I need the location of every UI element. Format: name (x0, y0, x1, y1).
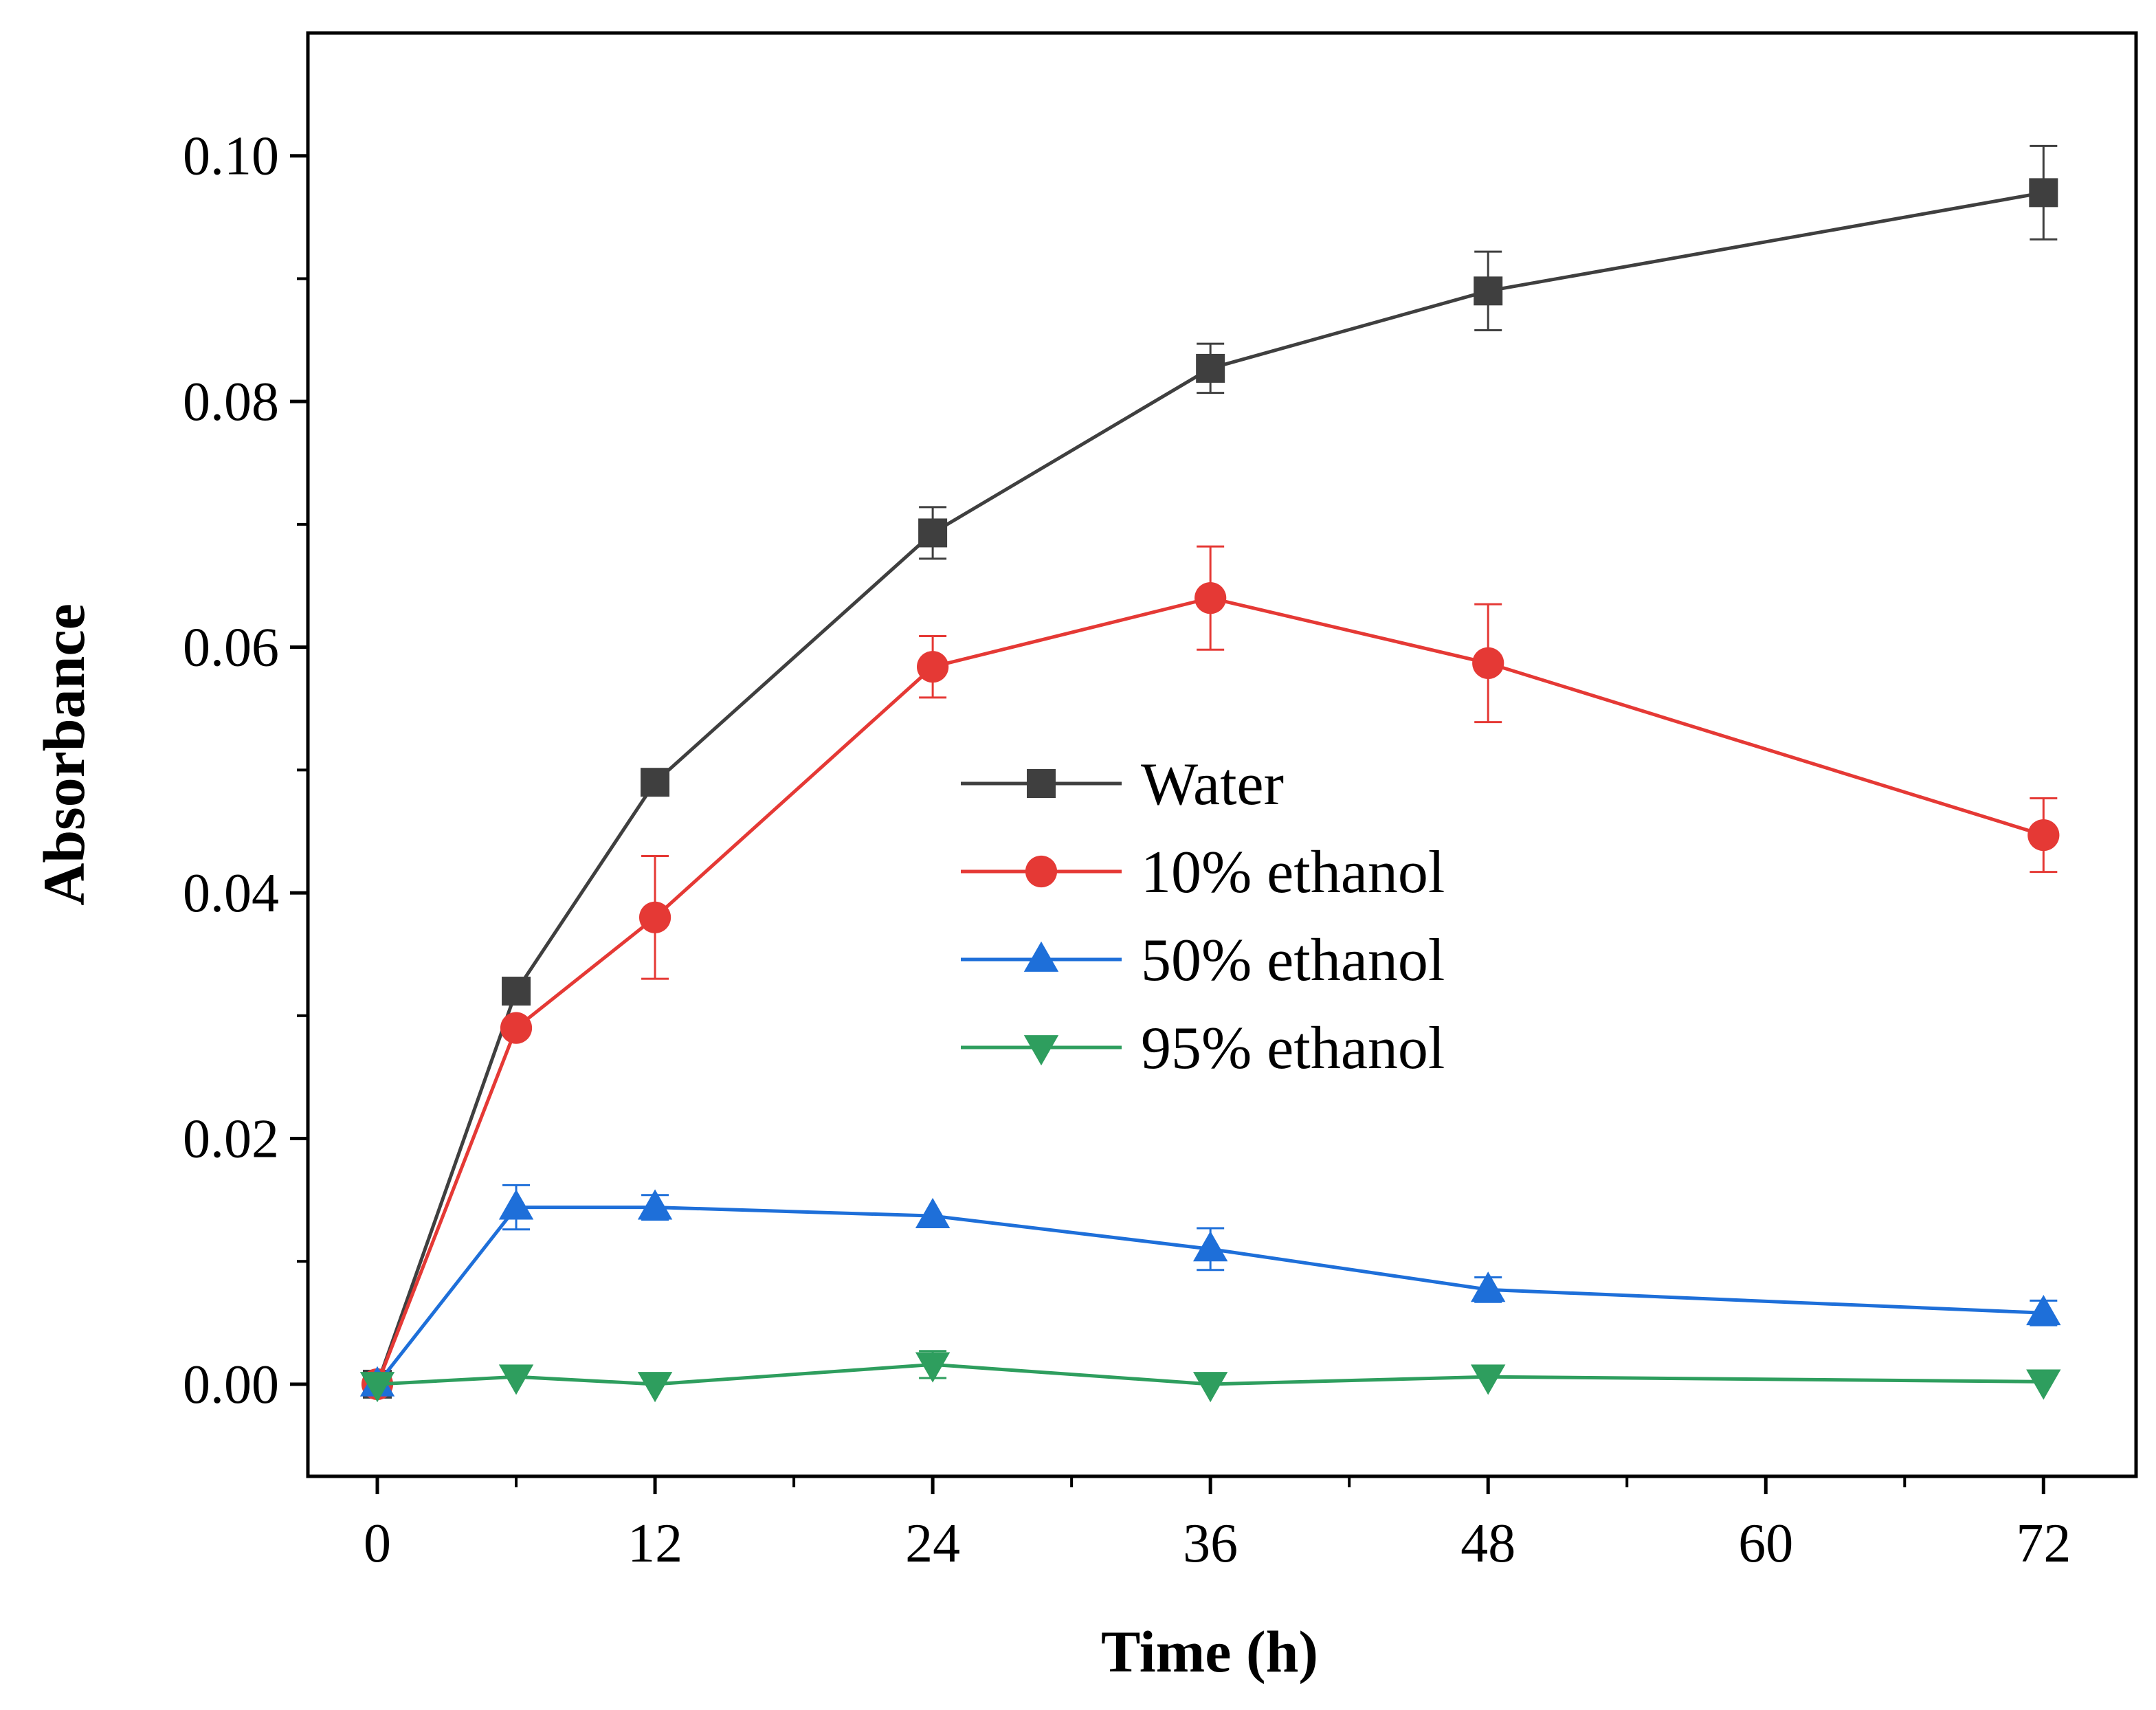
legend-marker (1027, 769, 1056, 798)
data-point (1471, 1364, 1506, 1395)
y-tick-label-0: 0.00 (183, 1355, 279, 1415)
data-point (2026, 1369, 2061, 1400)
axis-ticks: 0 12 24 36 48 60 72 0.00 0.02 0.04 0.06 0.08 0.10 (183, 126, 2071, 1574)
series-50-ethanol (359, 1184, 2061, 1397)
data-point (1192, 1231, 1228, 1262)
data-point (498, 1189, 534, 1220)
plot-frame (306, 31, 2138, 1478)
x-tick-label-72: 72 (2016, 1513, 2071, 1574)
legend-item-50-ethanol: 50% ethanol (961, 927, 1445, 994)
series-layer (359, 144, 2061, 1403)
legend-label: 50% ethanol (1141, 927, 1445, 994)
data-point (359, 1372, 395, 1403)
data-point (915, 1197, 951, 1228)
x-tick-label-48: 48 (1460, 1513, 1515, 1574)
data-point (1471, 1272, 1506, 1302)
data-point (1194, 582, 1227, 614)
x-tick-label-0: 0 (364, 1513, 391, 1574)
y-axis-title: Absorbance (31, 603, 97, 906)
data-point (1196, 353, 1225, 383)
x-tick-label-60: 60 (1738, 1513, 1793, 1574)
data-point (2027, 819, 2060, 852)
data-point (915, 1352, 951, 1383)
data-point (637, 1189, 673, 1220)
y-tick-label-3: 0.06 (183, 618, 279, 678)
y-tick-label-5: 0.10 (183, 126, 279, 187)
y-tick-label-1: 0.02 (183, 1109, 279, 1170)
legend-marker (1023, 1035, 1059, 1066)
legend-item-water: Water (961, 751, 1284, 818)
legend-marker (1023, 941, 1059, 972)
x-axis-title: Time (h) (1101, 1619, 1318, 1685)
y-tick-label-2: 0.04 (183, 863, 279, 924)
legend-item-95-ethanol: 95% ethanol (961, 1015, 1445, 1082)
y-tick-label-4: 0.08 (183, 372, 279, 432)
data-point (1474, 276, 1503, 306)
data-point (502, 977, 531, 1006)
x-tick-label-24: 24 (905, 1513, 960, 1574)
data-point (917, 651, 949, 683)
x-tick-label-36: 36 (1183, 1513, 1238, 1574)
legend: Water 10% ethanol 50% ethanol 95% ethanol (961, 751, 1445, 1082)
legend-label: Water (1141, 751, 1284, 818)
series-95-ethanol (359, 1350, 2061, 1403)
legend-label: 95% ethanol (1141, 1015, 1445, 1082)
legend-label: 10% ethanol (1141, 839, 1445, 906)
data-point (918, 518, 948, 548)
data-point (500, 1012, 533, 1044)
data-point (2026, 1295, 2061, 1326)
data-point (641, 768, 670, 797)
x-tick-label-12: 12 (627, 1513, 682, 1574)
data-point (638, 901, 671, 933)
data-point (1192, 1372, 1228, 1403)
legend-marker (1025, 855, 1058, 888)
data-point (637, 1372, 673, 1403)
data-point (498, 1364, 534, 1395)
legend-item-10-ethanol: 10% ethanol (961, 839, 1445, 906)
data-point (1472, 647, 1504, 679)
data-point (2029, 178, 2058, 208)
